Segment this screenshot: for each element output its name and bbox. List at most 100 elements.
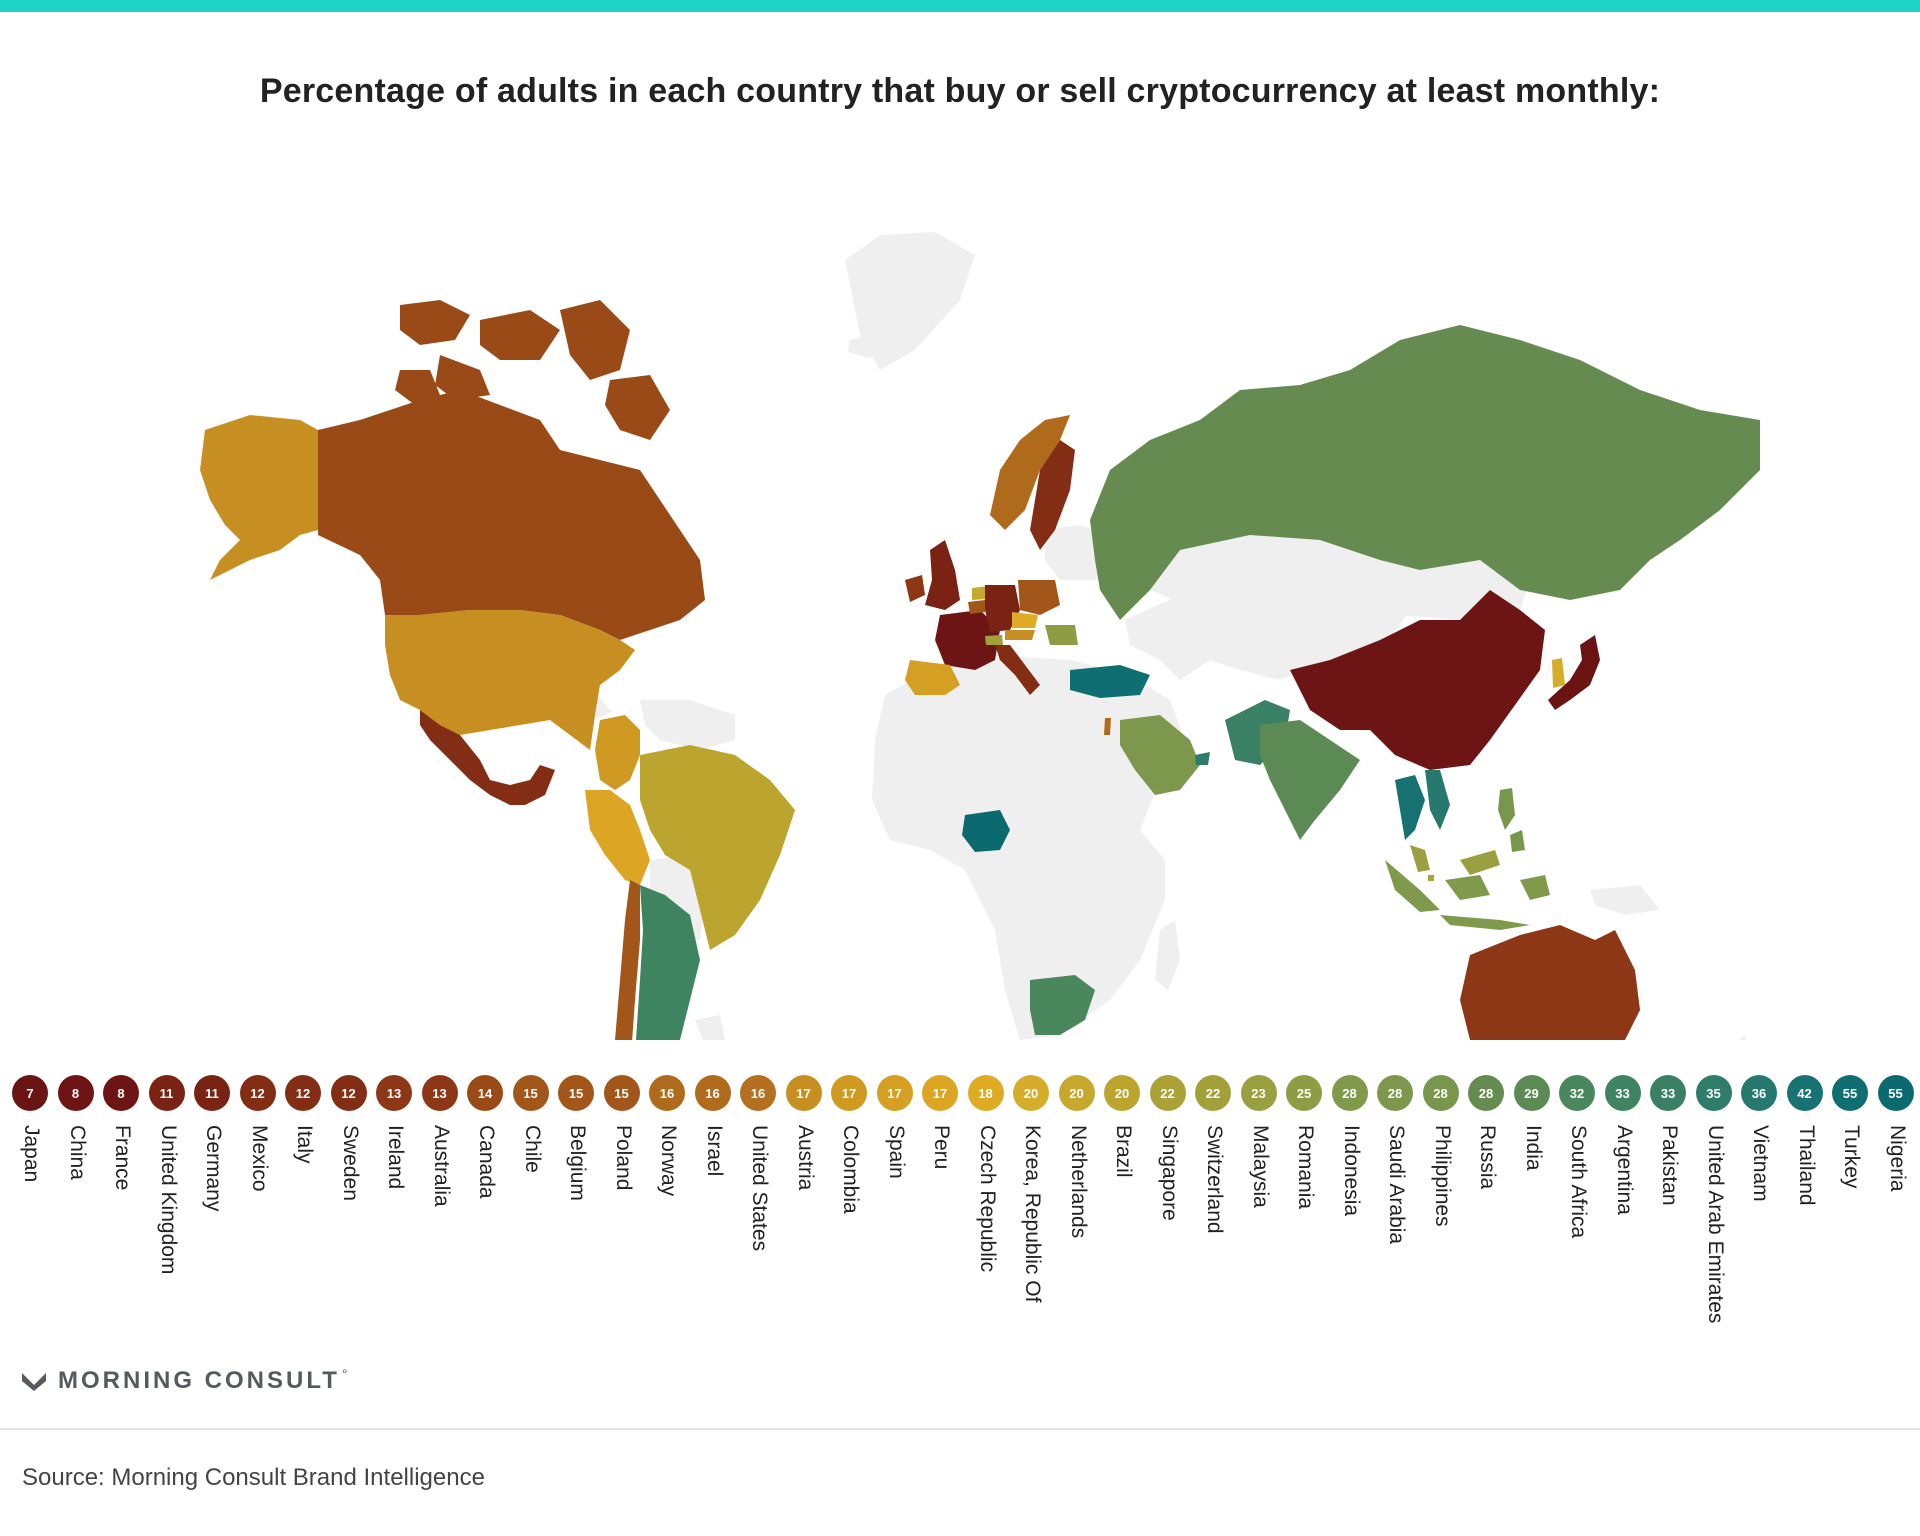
country-chile[interactable] — [610, 880, 640, 1040]
legend-label-text: Japan — [20, 1125, 43, 1183]
region-venezuela-guianas — [640, 700, 735, 750]
country-singapore[interactable] — [1428, 875, 1434, 881]
region-kazakhstan-mongolia — [1150, 535, 1530, 620]
legend-value-united-states: 16 — [740, 1075, 776, 1111]
legend-value-sweden: 12 — [330, 1075, 367, 1111]
legend-label-philippines: Philippines — [1427, 1125, 1455, 1385]
country-philippines[interactable] — [1498, 788, 1525, 852]
legend-value-saudi-arabia: 28 — [1377, 1075, 1413, 1111]
country-korea[interactable] — [1552, 658, 1565, 688]
legend-label-italy: Italy — [289, 1125, 317, 1385]
legend-label-text: Germany — [202, 1125, 225, 1212]
country-malaysia[interactable] — [1410, 845, 1500, 875]
legend-label-korea-republic-of: Korea, Republic Of — [1017, 1125, 1045, 1385]
country-czech-republic[interactable] — [1012, 612, 1038, 628]
country-south-africa[interactable] — [1030, 975, 1095, 1035]
country-canada[interactable] — [318, 390, 705, 640]
country-united-kingdom[interactable] — [925, 540, 960, 610]
legend-label-text: Italy — [293, 1125, 316, 1164]
legend-label-japan: Japan — [16, 1125, 44, 1385]
country-japan[interactable] — [1548, 635, 1600, 710]
country-switzerland[interactable] — [985, 635, 1003, 645]
country-belgium[interactable] — [968, 600, 985, 614]
legend-value-belgium: 15 — [558, 1075, 594, 1111]
legend-label-text: United Kingdom — [156, 1125, 180, 1275]
legend-label-text: Thailand — [1794, 1125, 1818, 1206]
country-colombia[interactable] — [595, 715, 640, 790]
footer-divider — [0, 1428, 1920, 1430]
country-thailand[interactable] — [1395, 775, 1425, 840]
country-poland[interactable] — [1018, 580, 1060, 615]
legend-value-turkey: 55 — [1832, 1075, 1868, 1111]
legend-label-text: United States — [748, 1125, 771, 1252]
legend-label-text: Czech Republic — [975, 1125, 999, 1273]
legend-label-text: India — [1521, 1125, 1545, 1171]
region-africa — [872, 655, 1185, 1040]
country-russia[interactable] — [1090, 325, 1760, 620]
country-sweden[interactable] — [1030, 440, 1075, 550]
country-france[interactable] — [935, 610, 1000, 670]
legend-label-text: Norway — [657, 1125, 680, 1197]
country-austria[interactable] — [1005, 630, 1035, 640]
legend-label-saudi-arabia: Saudi Arabia — [1381, 1125, 1409, 1385]
country-argentina[interactable] — [632, 885, 700, 1040]
legend-value-ireland: 13 — [376, 1075, 412, 1111]
legend-label-text: Belgium — [566, 1125, 589, 1201]
legend-label-text: Poland — [611, 1125, 635, 1191]
legend-value-france: 8 — [103, 1075, 139, 1111]
country-nigeria[interactable] — [962, 810, 1010, 852]
country-vietnam[interactable] — [1425, 770, 1450, 830]
country-uae[interactable] — [1195, 752, 1210, 765]
country-peru[interactable] — [585, 790, 650, 885]
legend-label-text: Korea, Republic Of — [1021, 1125, 1044, 1303]
legend-label-czech-republic: Czech Republic — [972, 1125, 1000, 1385]
legend-label-text: Turkey — [1840, 1125, 1863, 1189]
country-israel[interactable] — [1104, 718, 1111, 735]
country-indonesia[interactable] — [1385, 860, 1550, 930]
country-canada-arctic[interactable] — [395, 300, 670, 440]
legend-value-thailand: 42 — [1786, 1075, 1823, 1111]
legend-label-text: Sweden — [338, 1125, 362, 1201]
country-mexico[interactable] — [420, 710, 555, 805]
legend-label-united-arab-emirates: United Arab Emirates — [1700, 1125, 1728, 1385]
country-alaska[interactable] — [200, 415, 318, 580]
legend-value-china: 8 — [57, 1075, 94, 1111]
country-spain[interactable] — [905, 660, 960, 695]
logo-wordmark: MORNING CONSULT — [58, 1367, 340, 1394]
legend-label-text: Malaysia — [1248, 1125, 1272, 1208]
morning-consult-logo: MORNING CONSULT ° — [20, 1366, 347, 1396]
legend-label-argentina: Argentina — [1609, 1125, 1637, 1385]
legend-value-romania: 25 — [1286, 1075, 1322, 1111]
country-india[interactable] — [1260, 720, 1360, 840]
country-norway[interactable] — [990, 415, 1070, 530]
country-united-states[interactable] — [385, 610, 635, 750]
country-saudi-arabia[interactable] — [1120, 715, 1200, 795]
legend-label-text: Argentina — [1612, 1125, 1636, 1215]
legend-value-malaysia: 23 — [1240, 1075, 1277, 1111]
legend-value-germany: 11 — [194, 1075, 230, 1111]
country-australia[interactable] — [1460, 925, 1640, 1040]
legend-value-austria: 17 — [785, 1075, 822, 1111]
legend-value-brazil: 20 — [1104, 1075, 1140, 1111]
legend-value-japan: 7 — [12, 1075, 48, 1111]
legend-label-netherlands: Netherlands — [1063, 1125, 1091, 1385]
country-romania[interactable] — [1045, 625, 1078, 645]
legend-label-text: Ireland — [384, 1125, 407, 1190]
legend-label-text: Colombia — [839, 1125, 862, 1214]
legend-label-turkey: Turkey — [1836, 1125, 1864, 1385]
country-ireland[interactable] — [905, 575, 925, 602]
country-italy[interactable] — [995, 645, 1040, 695]
legend-label-text: Pakistan — [1658, 1125, 1681, 1206]
legend-value-poland: 15 — [603, 1075, 640, 1111]
legend-label-text: United Arab Emirates — [1703, 1125, 1727, 1324]
country-netherlands[interactable] — [972, 586, 988, 600]
country-turkey[interactable] — [1070, 665, 1150, 698]
country-germany[interactable] — [985, 585, 1020, 632]
country-brazil[interactable] — [640, 745, 795, 950]
country-china[interactable] — [1290, 590, 1545, 770]
legend-label-text: Austria — [793, 1125, 817, 1191]
legend-value-canada: 14 — [467, 1075, 503, 1111]
legend-label-text: Singapore — [1157, 1125, 1181, 1221]
region-uruguay — [695, 1015, 725, 1040]
legend-label-chile: Chile — [517, 1125, 545, 1385]
